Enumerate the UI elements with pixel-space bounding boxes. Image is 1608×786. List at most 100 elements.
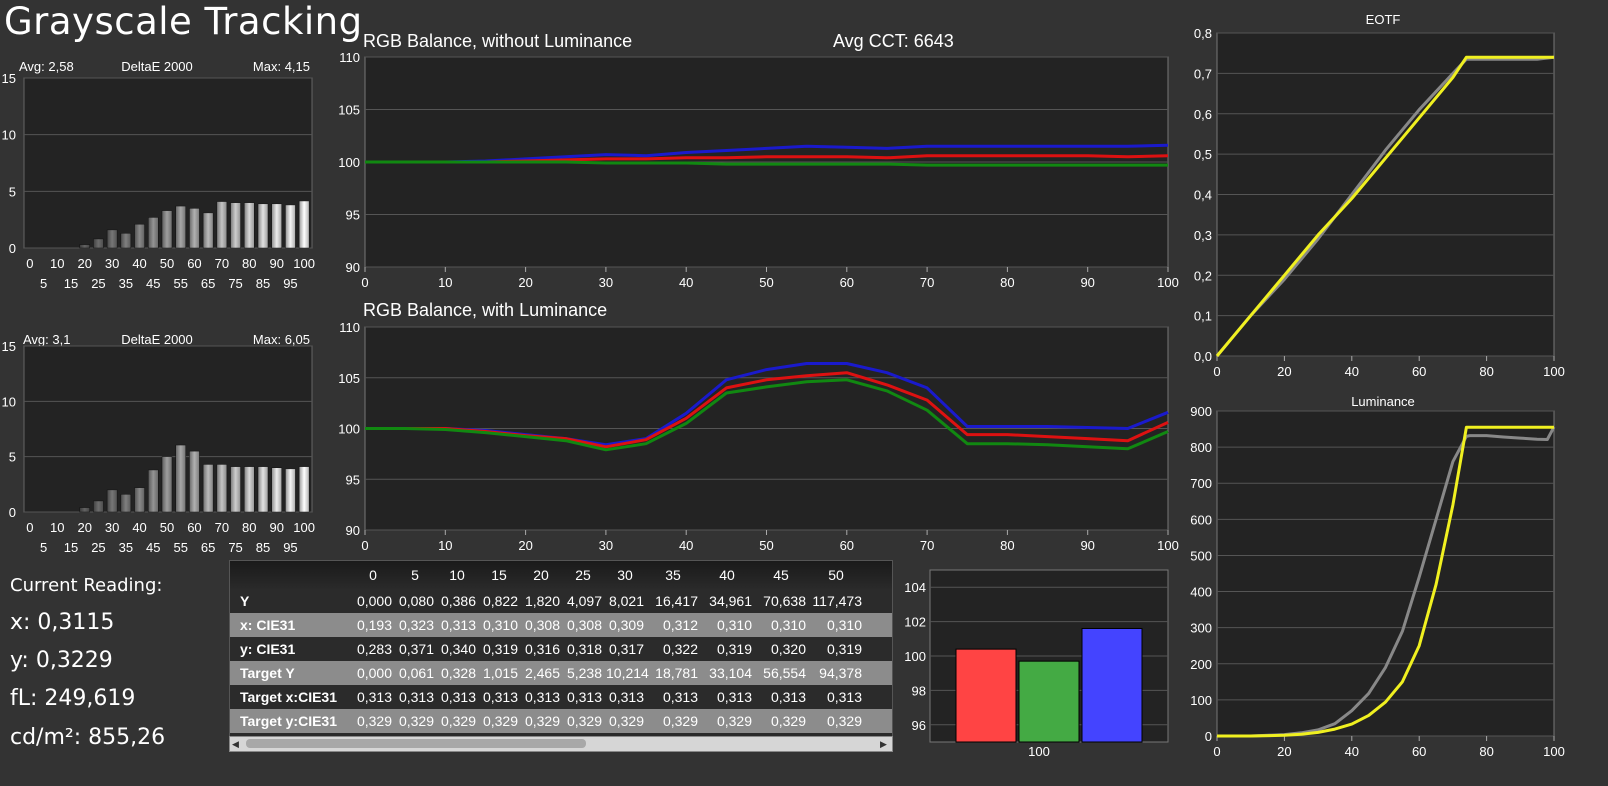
deltae-bar (189, 208, 200, 249)
deltae-bar (202, 212, 214, 249)
table-cell: 0,310 (482, 617, 518, 633)
x-tick-label: 80 (1000, 275, 1014, 290)
scroll-right-icon[interactable]: ▶ (880, 739, 887, 749)
table-cell: 0,340 (440, 641, 476, 657)
x-tick-label: 100 (293, 256, 315, 271)
x-tick-label: 100 (1543, 364, 1565, 379)
table-cell: 0,329 (524, 713, 560, 729)
yellow-series-line (1217, 425, 1554, 738)
x-tick-label: 40 (1345, 364, 1359, 379)
table-cell: 0,316 (524, 641, 560, 657)
current-reading-heading: Current Reading: (10, 575, 163, 596)
y-tick-label: 100 (1190, 693, 1212, 708)
eotf-chart: EOTF 0,0 0,1 0,2 0,3 0,4 0,5 0,6 0,7 0,8 0 20 40 60 8… (1194, 12, 1565, 379)
x-tick-label: 50 (759, 275, 773, 290)
x-tick-label: 80 (1479, 364, 1493, 379)
x-tick-label: 95 (283, 540, 297, 552)
table-cell: 0,061 (398, 665, 434, 681)
y-tick-label: 98 (912, 683, 926, 698)
y-tick-label: 300 (1190, 621, 1212, 636)
x-tick-label: 80 (242, 520, 256, 535)
x-tick-label: 10 (50, 520, 64, 535)
x-tick-label: 100 (1157, 275, 1179, 290)
x-tick-label: 90 (1080, 275, 1094, 290)
luminance-title: Luminance (1351, 394, 1415, 409)
current-x: x: 0,3115 (10, 610, 115, 635)
table-cell: 33,104 (709, 665, 752, 681)
x-tick-label: 15 (64, 276, 78, 288)
table-row: Target y:CIE31 0,329 0,329 0,329 0,329 0,329 0… (230, 709, 892, 733)
column-header: 25 (575, 567, 591, 583)
current-fl: fL: 249,619 (10, 686, 136, 711)
x-tick-label: 75 (228, 276, 242, 288)
deltae-top-max: Max: 4,15 (253, 59, 310, 74)
deltae-bar (285, 468, 296, 513)
y-tick-label: 0,2 (1194, 268, 1212, 283)
yellow-series-line (1215, 55, 1554, 357)
deltae-bar (175, 205, 186, 249)
deltae-bar (216, 464, 228, 513)
table-cell: 8,021 (608, 593, 644, 609)
scroll-left-icon[interactable]: ◀ (232, 739, 239, 749)
x-tick-label: 0 (1213, 744, 1220, 759)
deltae-bar (120, 233, 132, 249)
table-cell: 0,318 (566, 641, 602, 657)
y-tick-label: 10 (2, 128, 16, 143)
column-header: 20 (533, 567, 549, 583)
x-tick-label: 100 (1543, 744, 1565, 759)
table-cell: 0,386 (440, 593, 476, 609)
x-tick-label: 70 (920, 538, 934, 553)
deltae-bar (298, 466, 310, 513)
table-cell: 1,820 (524, 593, 560, 609)
x-tick-label: 35 (119, 540, 133, 552)
x-tick-label: 45 (146, 276, 160, 288)
deltae-bar (257, 466, 269, 513)
x-tick-label: 10 (50, 256, 64, 271)
table-cell: 0,329 (826, 713, 862, 729)
green-bar (1018, 660, 1080, 743)
table-cell: 0,309 (608, 617, 644, 633)
x-tick-label: 100 (1157, 538, 1179, 553)
table-cell: 0,313 (716, 689, 752, 705)
deltae-bar (285, 204, 296, 249)
table-cell: 16,417 (655, 593, 698, 609)
table-row: y: CIE31 0,283 0,371 0,340 0,319 0,316 0,318 0,… (230, 637, 892, 661)
deltae-bar (106, 489, 118, 513)
table-cell: 70,638 (763, 593, 806, 609)
deltae-bar (161, 456, 173, 513)
scroll-thumb[interactable] (246, 739, 586, 748)
y-tick-label: 105 (338, 371, 360, 386)
table-cell: 0,308 (524, 617, 560, 633)
x-tick-label: 55 (173, 276, 187, 288)
table-cell: 0,313 (524, 689, 560, 705)
table-cell: 0,312 (662, 617, 698, 633)
gray-series-line (1215, 55, 1555, 357)
table-cell: 94,378 (819, 665, 862, 681)
deltae-bar (79, 244, 90, 249)
column-header: 45 (773, 567, 789, 583)
y-tick-label: 15 (2, 71, 16, 86)
x-tick-label: 5 (40, 540, 47, 552)
measurement-table[interactable]: 0 5 10 15 20 25 30 35 40 45 50 Y 0,000 0,080 0,386 0,82… (229, 560, 893, 752)
red-bar (955, 648, 1017, 743)
green-series-line (365, 160, 1168, 167)
y-tick-label: 800 (1190, 440, 1212, 455)
deltae-bar (148, 217, 159, 249)
table-header: 0 5 10 15 20 25 30 35 40 45 50 (230, 561, 892, 589)
deltae-bar (244, 466, 255, 513)
deltae-bar (175, 444, 186, 513)
x-tick-label: 5 (40, 276, 47, 288)
table-scrollbar[interactable]: ◀ ▶ (229, 736, 893, 752)
deltae-bar (298, 200, 310, 249)
table-cell: 0,313 (482, 689, 518, 705)
column-header: 15 (491, 567, 507, 583)
green-series-line (365, 378, 1169, 452)
x-tick-label: 95 (283, 276, 297, 288)
x-tick-label: 75 (228, 540, 242, 552)
x-tick-label: 50 (160, 520, 174, 535)
x-tick-label: 70 (215, 256, 229, 271)
x-tick-label: 90 (269, 256, 283, 271)
rgb-bottom-title: RGB Balance, with Luminance (363, 300, 607, 320)
x-tick-label: 80 (1000, 538, 1014, 553)
y-tick-label: 0,1 (1194, 309, 1212, 324)
